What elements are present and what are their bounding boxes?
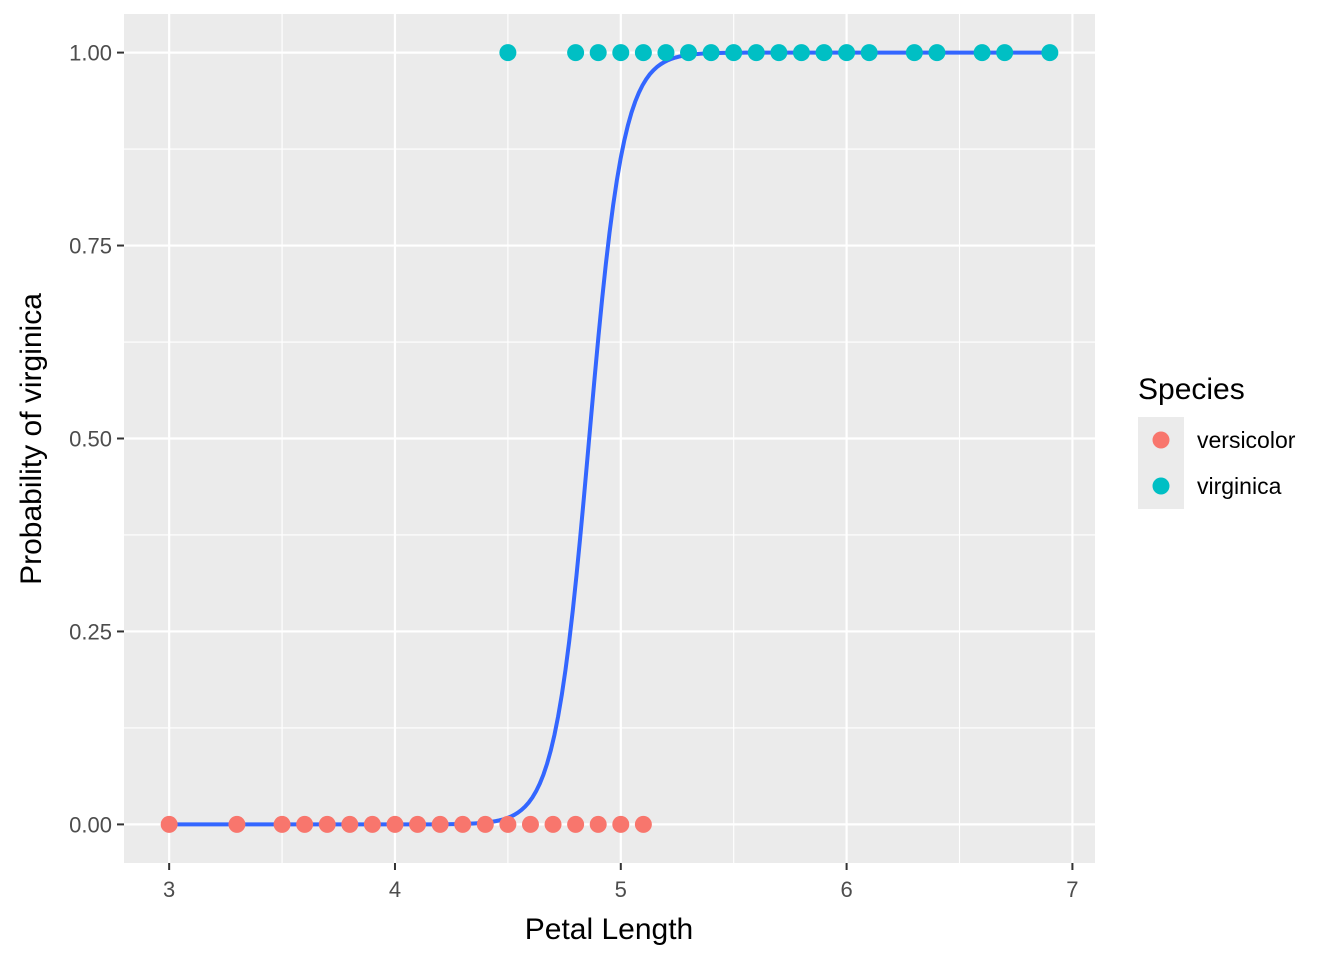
legend-entries: versicolor virginica xyxy=(1138,417,1296,509)
x-tick-label: 5 xyxy=(615,877,627,902)
y-axis: 0.00 0.25 0.50 0.75 1.00 xyxy=(69,41,124,837)
point-versicolor xyxy=(160,815,178,833)
point-versicolor xyxy=(589,815,607,833)
legend-label-virginica: virginica xyxy=(1197,473,1282,499)
legend: Species versicolor virginica xyxy=(1138,373,1296,509)
point-virginica xyxy=(973,44,991,62)
point-versicolor xyxy=(454,815,472,833)
point-virginica xyxy=(815,44,833,62)
point-versicolor xyxy=(296,815,314,833)
points-layer xyxy=(160,44,1059,833)
y-tick-label: 0.50 xyxy=(69,427,112,452)
point-virginica xyxy=(567,44,585,62)
point-virginica xyxy=(792,44,810,62)
point-versicolor xyxy=(273,815,291,833)
point-virginica xyxy=(702,44,720,62)
point-versicolor xyxy=(499,815,517,833)
point-versicolor xyxy=(476,815,494,833)
point-versicolor xyxy=(386,815,404,833)
x-axis: 3 4 5 6 7 xyxy=(163,863,1079,902)
point-versicolor xyxy=(544,815,562,833)
point-versicolor xyxy=(612,815,630,833)
legend-label-versicolor: versicolor xyxy=(1197,427,1296,453)
point-virginica xyxy=(860,44,878,62)
point-virginica xyxy=(634,44,652,62)
fit-layer xyxy=(169,50,1050,827)
point-virginica xyxy=(1041,44,1059,62)
point-virginica xyxy=(657,44,675,62)
point-versicolor xyxy=(363,815,381,833)
point-virginica xyxy=(838,44,856,62)
y-tick-label: 0.00 xyxy=(69,812,112,837)
y-tick-label: 0.25 xyxy=(69,619,112,644)
x-tick-label: 7 xyxy=(1066,877,1078,902)
point-virginica xyxy=(747,44,765,62)
grid-major xyxy=(124,14,1095,863)
x-tick-label: 3 xyxy=(163,877,175,902)
point-virginica xyxy=(928,44,946,62)
point-virginica xyxy=(589,44,607,62)
fit-curve xyxy=(169,50,1050,827)
legend-swatch-virginica xyxy=(1152,477,1170,495)
legend-title: Species xyxy=(1138,373,1245,406)
point-virginica xyxy=(499,44,517,62)
y-axis-title: Probability of virginica xyxy=(15,293,48,585)
legend-swatch-versicolor xyxy=(1152,431,1170,449)
point-versicolor xyxy=(567,815,585,833)
point-versicolor xyxy=(228,815,246,833)
point-virginica xyxy=(612,44,630,62)
point-virginica xyxy=(905,44,923,62)
point-versicolor xyxy=(521,815,539,833)
point-versicolor xyxy=(634,815,652,833)
x-tick-label: 4 xyxy=(389,877,401,902)
point-virginica xyxy=(680,44,698,62)
point-virginica xyxy=(770,44,788,62)
point-virginica xyxy=(996,44,1014,62)
point-versicolor xyxy=(318,815,336,833)
y-tick-label: 1.00 xyxy=(69,41,112,66)
point-versicolor xyxy=(341,815,359,833)
point-versicolor xyxy=(431,815,449,833)
x-tick-label: 6 xyxy=(840,877,852,902)
x-axis-title: Petal Length xyxy=(525,913,693,946)
y-tick-label: 0.75 xyxy=(69,234,112,259)
point-virginica xyxy=(725,44,743,62)
point-versicolor xyxy=(409,815,427,833)
